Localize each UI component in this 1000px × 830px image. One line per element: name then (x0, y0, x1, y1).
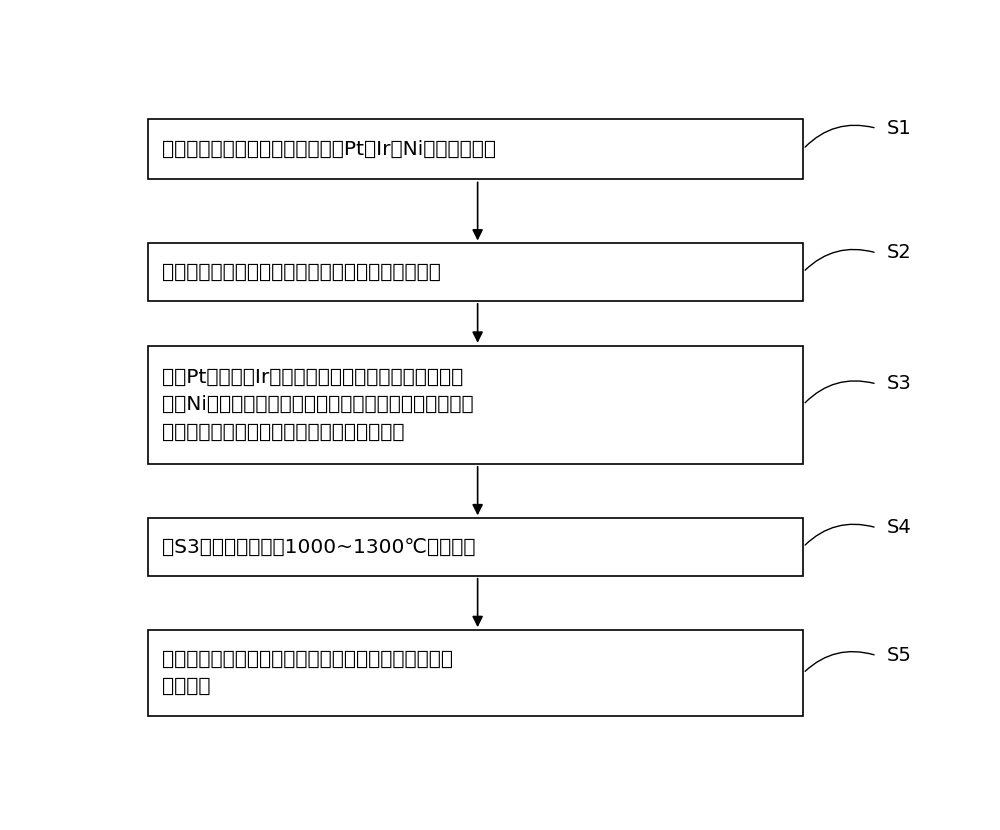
Bar (148, 518, 803, 576)
FancyArrowPatch shape (805, 652, 874, 671)
Text: 先将Pt元素以及Ir元素置于真空感应电炉内进行熔化，
加入Ni元素以及其他金属元素并充入氩气进行合金熔炼，
熔炼成液态合金后在金属模中浇铸成合金铸锭: 先将Pt元素以及Ir元素置于真空感应电炉内进行熔化， 加入Ni元素以及其他金属元… (162, 368, 474, 442)
Text: S3: S3 (887, 374, 912, 393)
FancyArrowPatch shape (805, 381, 874, 403)
Bar (148, 345, 803, 464)
Text: 冷加工，在冷加工变形过程中进行多次退火处理，得到
电极材料: 冷加工，在冷加工变形过程中进行多次退火处理，得到 电极材料 (162, 650, 453, 696)
FancyArrowPatch shape (805, 125, 874, 147)
Text: 对单质金属元素进行清洗、阴干、烘烤后置于坩埚内: 对单质金属元素进行清洗、阴干、烘烤后置于坩埚内 (162, 262, 441, 281)
Text: S4: S4 (887, 518, 912, 537)
Text: S1: S1 (887, 119, 912, 138)
FancyArrowPatch shape (805, 250, 874, 271)
Bar (148, 119, 803, 179)
Text: S5: S5 (887, 646, 912, 665)
Text: 按质量百分比称取合金组分对应的Pt、Ir、Ni单质金属元素: 按质量百分比称取合金组分对应的Pt、Ir、Ni单质金属元素 (162, 139, 496, 159)
FancyArrowPatch shape (805, 525, 874, 545)
Text: 将S3中的合金铸锭在1000~1300℃进行热锻: 将S3中的合金铸锭在1000~1300℃进行热锻 (162, 538, 476, 556)
Bar (148, 243, 803, 301)
Bar (148, 630, 803, 716)
Text: S2: S2 (887, 243, 912, 262)
